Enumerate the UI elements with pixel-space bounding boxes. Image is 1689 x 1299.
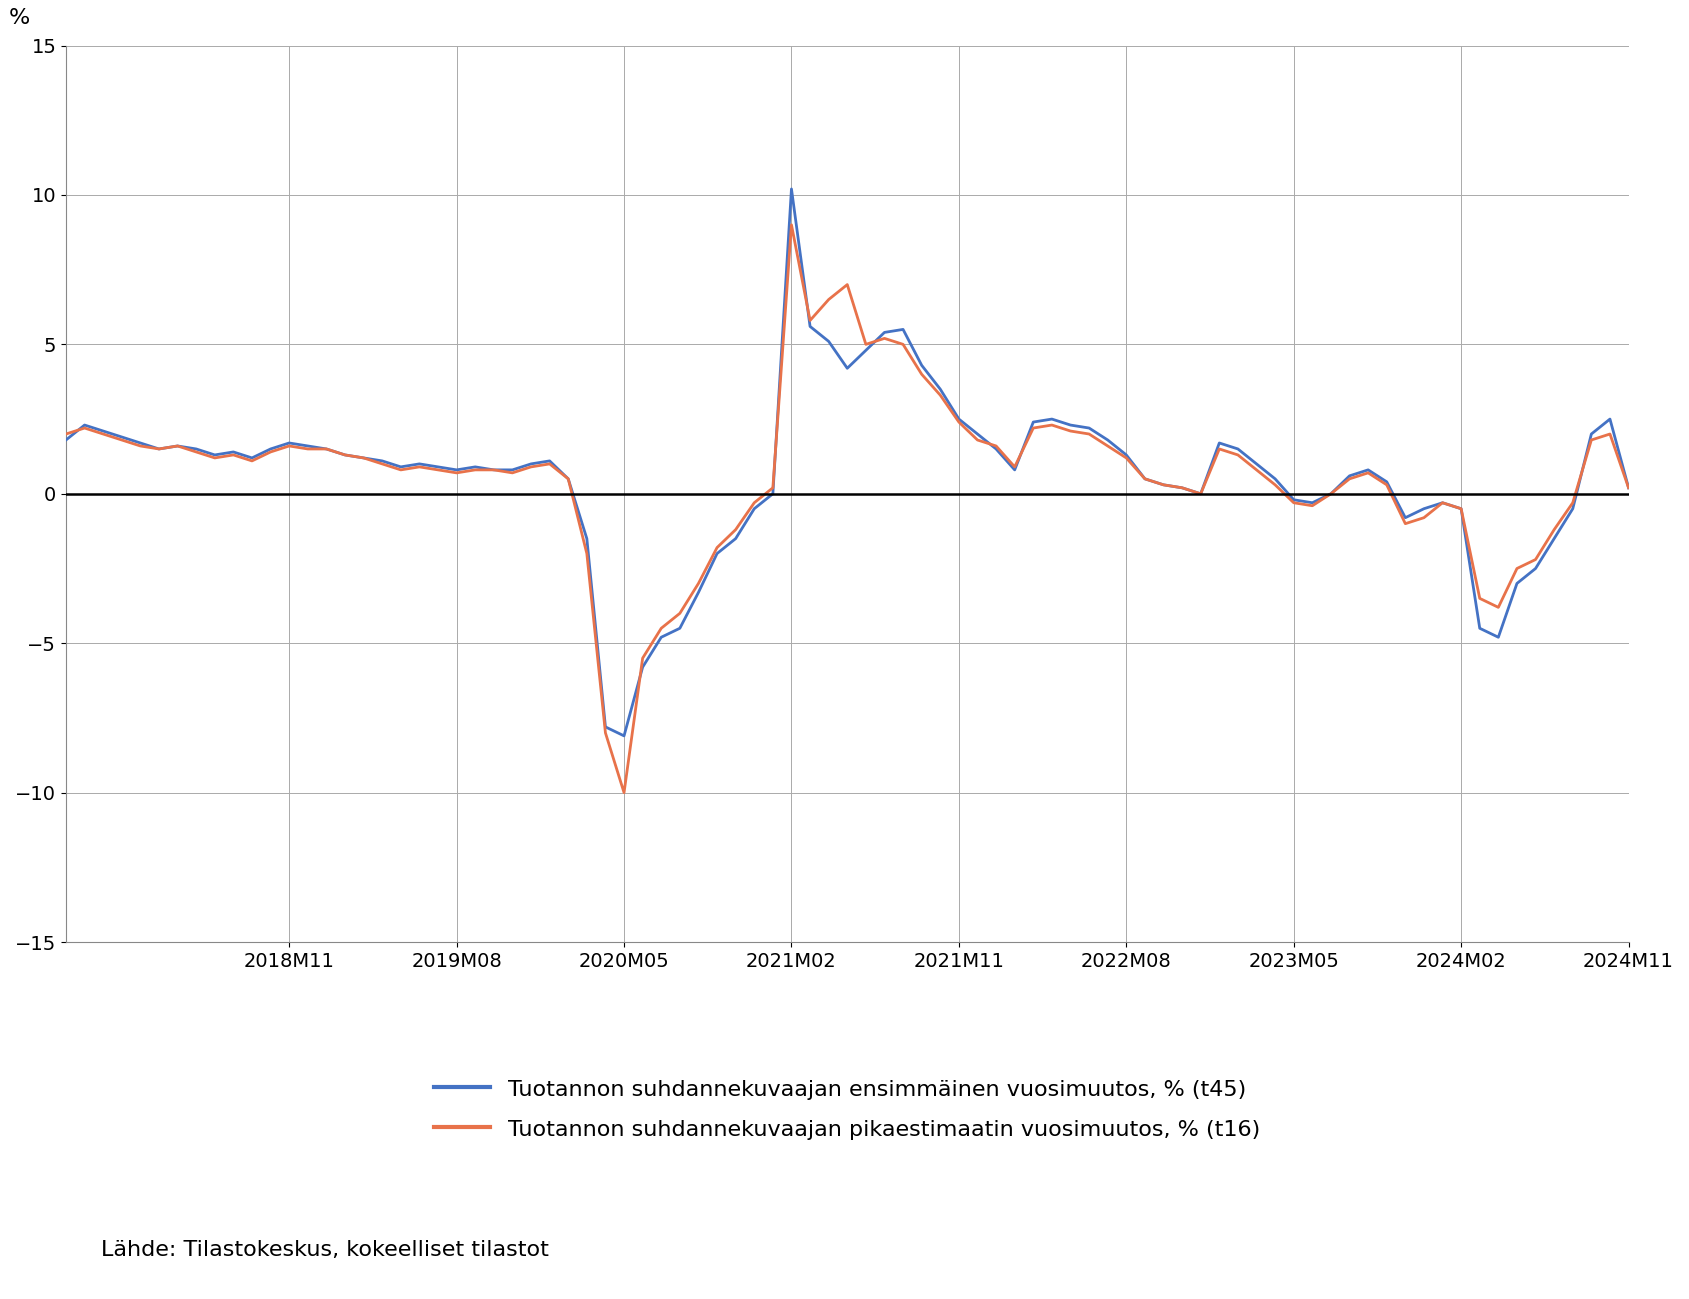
Legend: Tuotannon suhdannekuvaajan ensimmäinen vuosimuutos, % (t45), Tuotannon suhdannek: Tuotannon suhdannekuvaajan ensimmäinen v… [434,1078,1260,1139]
Text: Lähde: Tilastokeskus, kokeelliset tilastot: Lähde: Tilastokeskus, kokeelliset tilast… [101,1241,549,1260]
Y-axis label: %: % [8,8,30,27]
